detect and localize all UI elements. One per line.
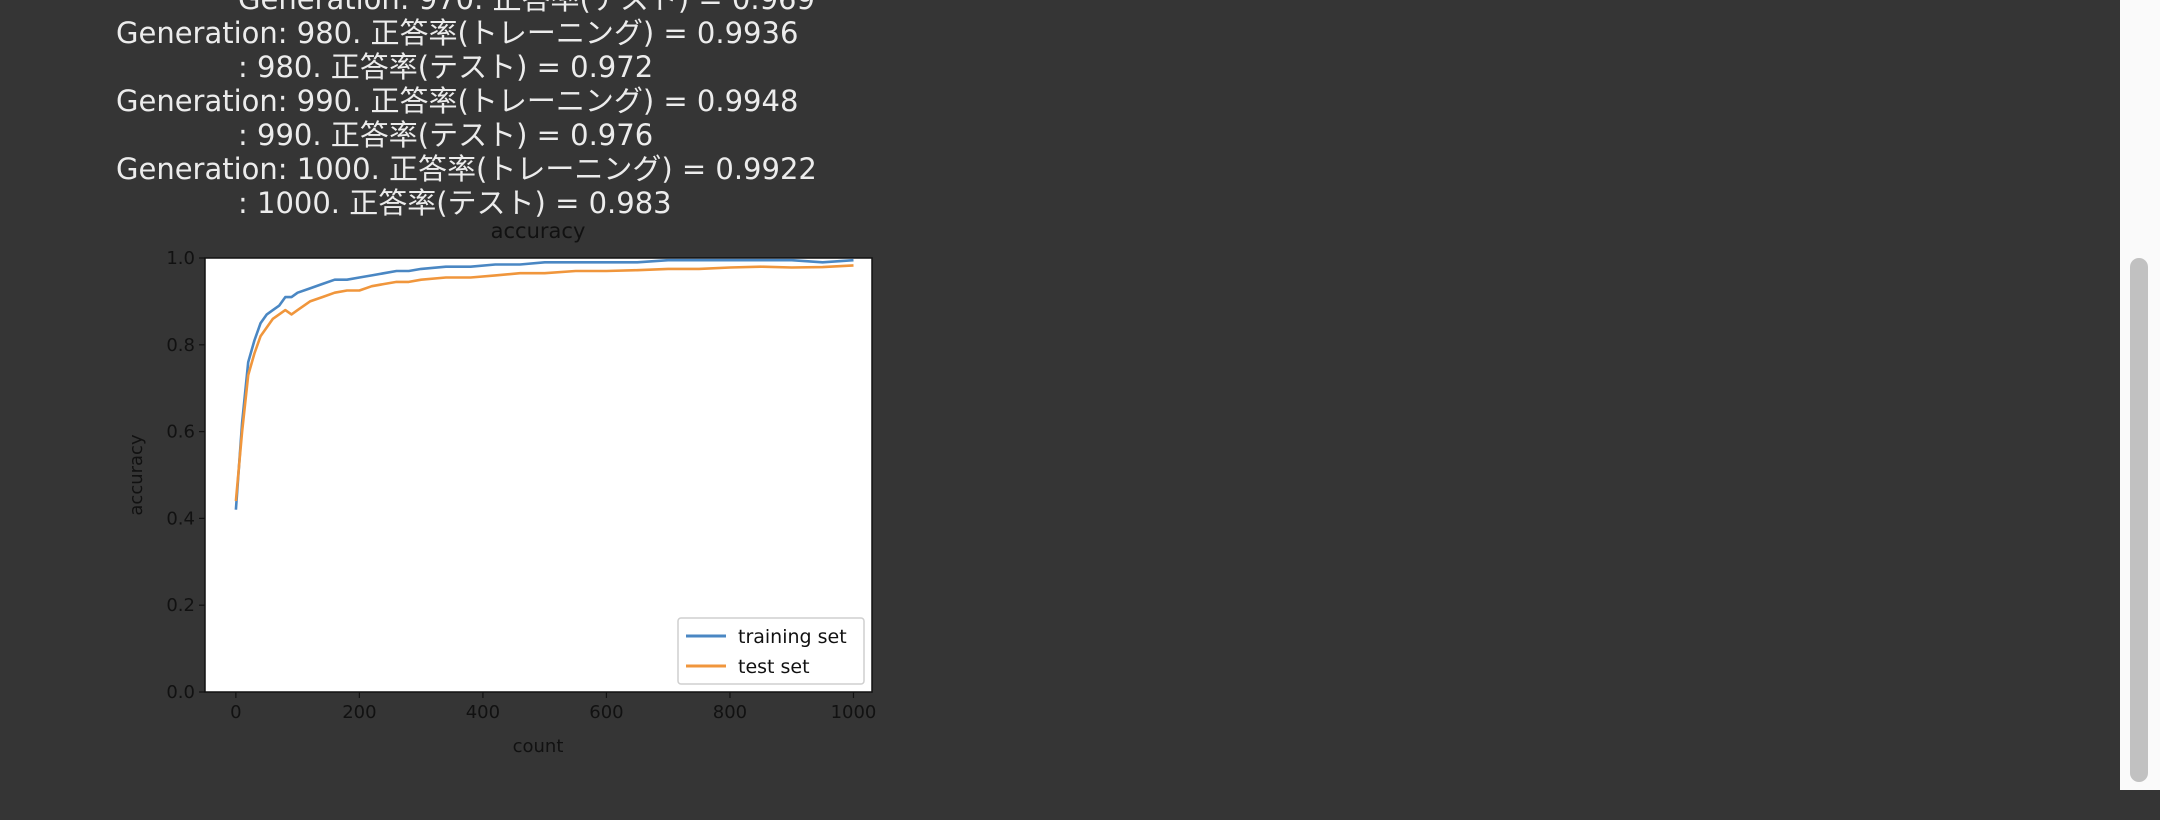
legend-label: training set bbox=[738, 626, 847, 648]
x-axis-label: count bbox=[513, 736, 564, 757]
log-line: Generation: 1000. 正答率(トレーニング) = 0.9922 bbox=[116, 152, 817, 186]
x-tick-label: 600 bbox=[589, 702, 623, 723]
x-tick-label: 200 bbox=[342, 702, 376, 723]
log-line: Generation: 990. 正答率(トレーニング) = 0.9948 bbox=[116, 84, 799, 118]
y-tick-label: 1.0 bbox=[166, 248, 195, 269]
log-line: Generation: 980. 正答率(トレーニング) = 0.9936 bbox=[116, 16, 799, 50]
y-tick-label: 0.8 bbox=[166, 335, 195, 356]
x-tick-label: 0 bbox=[230, 702, 241, 723]
scrollbar-thumb[interactable] bbox=[2130, 258, 2148, 782]
log-line: : 990. 正答率(テスト) = 0.976 bbox=[238, 118, 654, 152]
y-tick-label: 0.2 bbox=[166, 595, 195, 616]
legend: training set test set bbox=[677, 617, 865, 685]
log-line: : 1000. 正答率(テスト) = 0.983 bbox=[238, 186, 672, 220]
series-line-0 bbox=[234, 258, 854, 510]
x-tick-label: 400 bbox=[466, 702, 500, 723]
x-tick-label: 1000 bbox=[831, 702, 877, 723]
y-tick-label: 0.6 bbox=[166, 422, 195, 443]
legend-label: test set bbox=[738, 656, 810, 678]
log-line: : 980. 正答率(テスト) = 0.972 bbox=[238, 50, 654, 84]
series-line-1 bbox=[234, 264, 854, 502]
log-line: Generation: 970. 正答率(テスト) = 0.969 bbox=[116, 0, 817, 16]
y-tick-label: 0.4 bbox=[166, 508, 195, 529]
y-axis-label: accuracy bbox=[126, 434, 147, 516]
accuracy-chart: accuracy 0 200 400 600 800 1000 0.0 0.2 0.4 0.6 0.… bbox=[120, 219, 880, 762]
x-tick-label: 800 bbox=[713, 702, 747, 723]
y-tick-label: 0.0 bbox=[166, 682, 195, 703]
cell-output-log: Generation: 970. 正答率(テスト) = 0.969Generat… bbox=[116, 0, 817, 220]
chart-title: accuracy bbox=[491, 222, 586, 243]
